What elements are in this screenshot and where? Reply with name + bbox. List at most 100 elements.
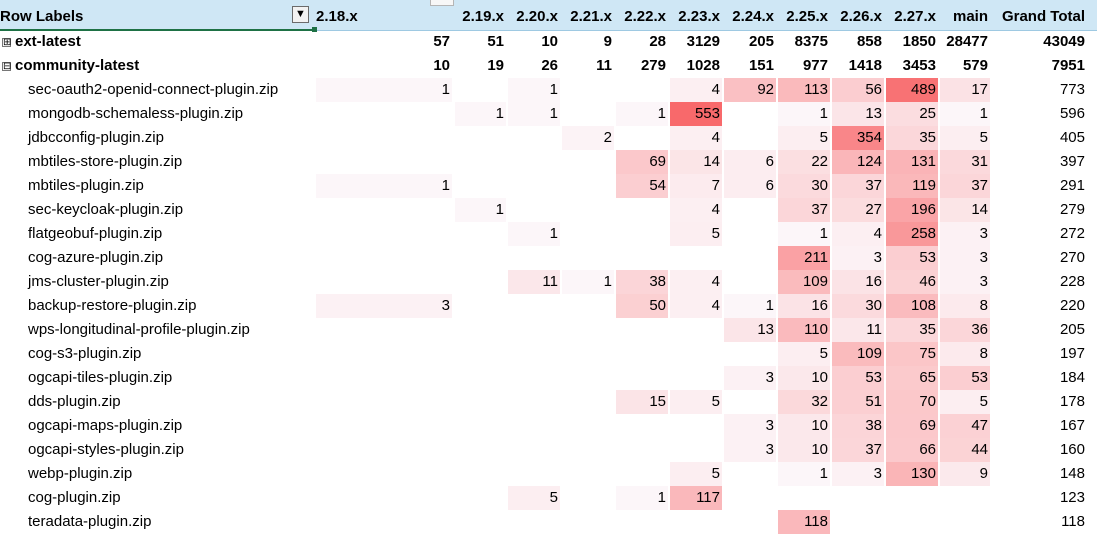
value-cell[interactable] xyxy=(562,510,614,534)
value-cell[interactable]: 4 xyxy=(832,222,884,246)
value-cell[interactable] xyxy=(455,150,506,174)
row-grand-total[interactable]: 160 xyxy=(1059,441,1085,458)
value-cell[interactable] xyxy=(562,198,614,222)
group-value[interactable]: 1418 xyxy=(848,57,882,74)
row-grand-total[interactable]: 167 xyxy=(1059,417,1085,434)
value-cell[interactable]: 1 xyxy=(455,102,506,126)
value-cell[interactable] xyxy=(508,126,560,150)
group-label[interactable]: ⊟ community-latest xyxy=(0,54,300,78)
value-cell[interactable] xyxy=(316,438,452,462)
value-cell[interactable]: 1 xyxy=(778,102,830,126)
value-cell[interactable] xyxy=(316,510,452,534)
row-label[interactable]: ogcapi-maps-plugin.zip xyxy=(28,417,183,434)
value-cell[interactable] xyxy=(616,414,668,438)
value-cell[interactable]: 3 xyxy=(940,246,990,270)
value-cell[interactable] xyxy=(724,222,776,246)
row-grand-total[interactable]: 197 xyxy=(1059,345,1085,362)
value-cell[interactable]: 109 xyxy=(778,270,830,294)
group-value[interactable]: 3453 xyxy=(902,57,936,74)
group-value[interactable]: 11 xyxy=(596,57,612,74)
expand-icon[interactable]: ⊞ xyxy=(2,36,12,48)
value-cell[interactable] xyxy=(455,222,506,246)
column-header-2-18-x[interactable]: 2.18.x xyxy=(316,8,358,25)
value-cell[interactable]: 117 xyxy=(670,486,722,510)
group-value[interactable]: 1850 xyxy=(902,33,936,50)
value-cell[interactable]: 130 xyxy=(886,462,938,486)
value-cell[interactable] xyxy=(562,294,614,318)
value-cell[interactable]: 1 xyxy=(778,462,830,486)
value-cell[interactable]: 65 xyxy=(886,366,938,390)
value-cell[interactable]: 30 xyxy=(778,174,830,198)
value-cell[interactable]: 131 xyxy=(886,150,938,174)
column-header-2-23-x[interactable]: 2.23.x xyxy=(678,8,720,25)
value-cell[interactable]: 1 xyxy=(616,486,668,510)
table-row[interactable]: wps-longitudinal-profile-plugin.zip 13 110… xyxy=(0,318,1097,342)
value-cell[interactable]: 22 xyxy=(778,150,830,174)
column-header-2-22-x[interactable]: 2.22.x xyxy=(624,8,666,25)
value-cell[interactable] xyxy=(455,462,506,486)
value-cell[interactable] xyxy=(562,102,614,126)
row-grand-total[interactable]: 184 xyxy=(1059,369,1085,386)
value-cell[interactable]: 14 xyxy=(670,150,722,174)
group-value[interactable]: 1028 xyxy=(686,57,720,74)
column-header-2-26-x[interactable]: 2.26.x xyxy=(840,8,882,25)
value-cell[interactable]: 36 xyxy=(940,318,990,342)
table-row[interactable]: mbtiles-plugin.zip 1 54 7 6 30 37 119 37 291 xyxy=(0,174,1097,198)
value-cell[interactable]: 7 xyxy=(670,174,722,198)
value-cell[interactable] xyxy=(562,462,614,486)
value-cell[interactable] xyxy=(616,318,668,342)
value-cell[interactable]: 3 xyxy=(940,270,990,294)
group-value[interactable]: 9 xyxy=(603,33,612,50)
value-cell[interactable] xyxy=(724,102,776,126)
column-header-2-21-x[interactable]: 2.21.x xyxy=(570,8,612,25)
value-cell[interactable]: 38 xyxy=(616,270,668,294)
value-cell[interactable]: 113 xyxy=(778,78,830,102)
value-cell[interactable]: 16 xyxy=(832,270,884,294)
value-cell[interactable]: 17 xyxy=(940,78,990,102)
row-grand-total[interactable]: 205 xyxy=(1059,321,1085,338)
row-grand-total[interactable]: 123 xyxy=(1059,489,1085,506)
value-cell[interactable]: 16 xyxy=(778,294,830,318)
row-label[interactable]: mbtiles-plugin.zip xyxy=(28,177,144,194)
value-cell[interactable] xyxy=(316,246,452,270)
value-cell[interactable] xyxy=(562,342,614,366)
value-cell[interactable]: 14 xyxy=(940,198,990,222)
row-label[interactable]: mongodb-schemaless-plugin.zip xyxy=(28,105,244,122)
group-value[interactable]: 26 xyxy=(541,57,558,74)
value-cell[interactable]: 51 xyxy=(832,390,884,414)
value-cell[interactable]: 119 xyxy=(886,174,938,198)
row-grand-total[interactable]: 228 xyxy=(1059,273,1085,290)
table-row[interactable]: teradata-plugin.zip 118 118 xyxy=(0,510,1097,534)
value-cell[interactable]: 489 xyxy=(886,78,938,102)
value-cell[interactable]: 70 xyxy=(886,390,938,414)
value-cell[interactable] xyxy=(670,366,722,390)
value-cell[interactable] xyxy=(508,150,560,174)
value-cell[interactable]: 53 xyxy=(940,366,990,390)
value-cell[interactable] xyxy=(616,462,668,486)
value-cell[interactable]: 1 xyxy=(616,102,668,126)
value-cell[interactable] xyxy=(316,126,452,150)
value-cell[interactable]: 5 xyxy=(508,486,560,510)
value-cell[interactable] xyxy=(616,78,668,102)
value-cell[interactable]: 4 xyxy=(670,270,722,294)
group-value[interactable]: 7951 xyxy=(1051,57,1085,74)
value-cell[interactable] xyxy=(316,342,452,366)
group-row[interactable]: ⊞ ext-latest 57 51 10 9 28 3129 205 8375 858 1850 28… xyxy=(0,30,1097,54)
filter-sort-icon[interactable]: ▼ xyxy=(292,6,309,23)
row-grand-total[interactable]: 270 xyxy=(1059,249,1085,266)
value-cell[interactable] xyxy=(455,126,506,150)
value-cell[interactable]: 31 xyxy=(940,150,990,174)
value-cell[interactable] xyxy=(562,318,614,342)
value-cell[interactable] xyxy=(508,462,560,486)
value-cell[interactable] xyxy=(670,510,722,534)
table-row[interactable]: cog-plugin.zip 5 1 117 123 xyxy=(0,486,1097,510)
value-cell[interactable] xyxy=(455,246,506,270)
table-row[interactable]: cog-s3-plugin.zip 5 109 75 8 197 xyxy=(0,342,1097,366)
value-cell[interactable]: 1 xyxy=(562,270,614,294)
value-cell[interactable]: 11 xyxy=(508,270,560,294)
value-cell[interactable]: 5 xyxy=(778,126,830,150)
value-cell[interactable] xyxy=(455,390,506,414)
value-cell[interactable] xyxy=(724,462,776,486)
value-cell[interactable]: 53 xyxy=(886,246,938,270)
group-value[interactable]: 51 xyxy=(487,33,504,50)
